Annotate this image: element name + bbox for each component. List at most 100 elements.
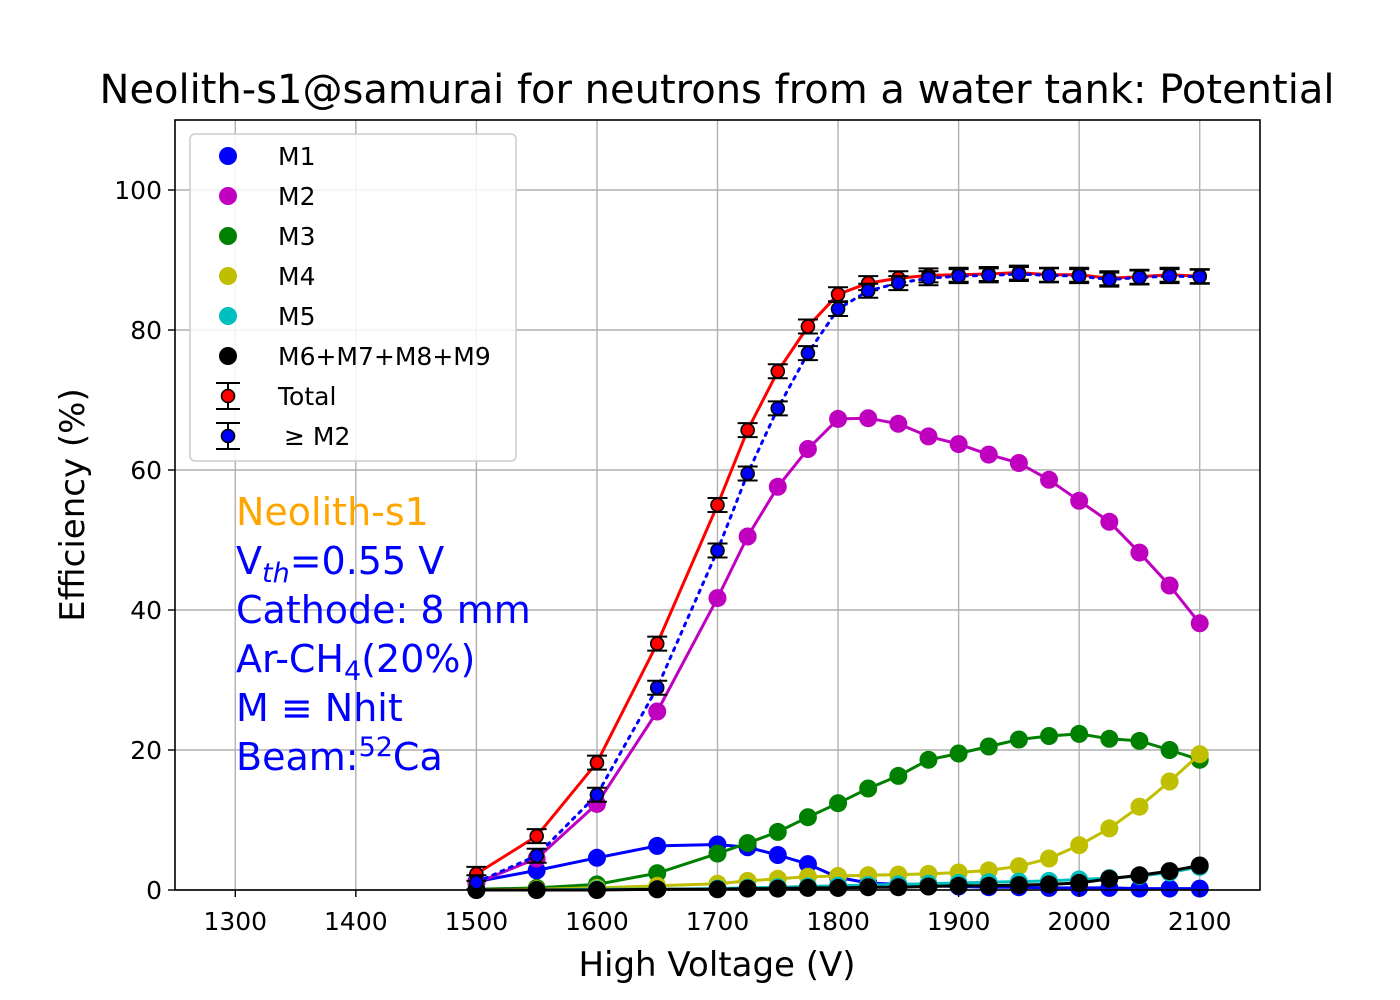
data-point: [829, 794, 848, 813]
annotation-gas-rest: (20%): [361, 637, 475, 681]
legend-box: [189, 133, 517, 462]
data-point: [1071, 268, 1087, 284]
legend-item: M3: [219, 222, 315, 251]
data-point: [891, 275, 906, 291]
x-axis-label: High Voltage (V): [578, 945, 855, 985]
data-point: [859, 878, 878, 897]
data-point: [770, 401, 786, 416]
legend-marker: [219, 227, 237, 245]
data-point: [921, 270, 936, 286]
data-point: [1041, 268, 1057, 283]
x-tick-label: 1300: [203, 907, 267, 936]
data-point: [1190, 856, 1209, 875]
data-point: [589, 755, 605, 770]
data-point: [830, 286, 846, 302]
data-point: [1100, 819, 1119, 838]
data-point: [1160, 741, 1179, 759]
annotation-threshold-value: =0.55 V: [290, 539, 445, 583]
legend-marker: [219, 147, 237, 165]
legend-marker: [219, 187, 237, 205]
data-point: [710, 497, 725, 513]
data-point: [979, 445, 998, 464]
data-point: [1162, 268, 1177, 284]
data-point: [889, 878, 908, 897]
y-tick-label: 80: [130, 316, 162, 345]
data-point: [1070, 836, 1089, 855]
data-point: [1130, 543, 1149, 562]
annotation-beam-rest: Ca: [393, 735, 443, 779]
data-point: [979, 876, 998, 895]
series-7: [466, 266, 1210, 891]
chart-title: Neolith-s1@samurai for neutrons from a w…: [100, 67, 1335, 113]
x-tick-label: 1900: [927, 907, 991, 936]
detector-annotation: Neolith-s1 Vth=0.55 V Cathode: 8 mm Ar-C…: [236, 490, 531, 779]
legend-label: M4: [278, 262, 315, 291]
data-point: [738, 527, 757, 546]
data-point: [1040, 875, 1059, 894]
x-tick-label: 2000: [1047, 907, 1111, 936]
legend-marker: [219, 307, 237, 325]
data-point: [1190, 745, 1209, 764]
data-point: [738, 879, 757, 898]
data-point: [587, 848, 606, 867]
data-point: [1160, 879, 1179, 898]
y-tick-label: 20: [130, 736, 162, 765]
data-point: [1009, 876, 1028, 895]
data-point: [919, 877, 938, 896]
annotation-gas: Ar-CH4(20%): [236, 637, 475, 687]
data-point: [798, 808, 817, 827]
x-tick-label: 1800: [806, 907, 870, 936]
data-point: [770, 363, 786, 379]
data-point: [951, 268, 966, 284]
data-point: [649, 680, 665, 696]
data-point: [800, 345, 816, 361]
data-point: [708, 844, 727, 863]
data-point: [1070, 724, 1089, 743]
data-point: [1190, 614, 1209, 633]
legend-label: ≥ M2: [284, 422, 350, 451]
data-point: [648, 702, 667, 721]
annotation-beam-base: Beam:: [236, 735, 359, 779]
x-tick-label: 1500: [445, 907, 509, 936]
data-point: [768, 879, 787, 898]
data-point: [1190, 879, 1209, 898]
data-point: [1130, 879, 1149, 898]
data-point: [979, 737, 998, 756]
data-point: [469, 874, 484, 890]
annotation-beam-superscript: 52: [359, 732, 393, 763]
legend-item: Total: [216, 382, 336, 411]
annotation-beam: Beam:52Ca: [236, 732, 443, 779]
data-point: [829, 878, 848, 897]
data-point: [589, 787, 605, 803]
data-point: [768, 477, 787, 496]
y-tick-label: 40: [130, 596, 162, 625]
data-point: [1130, 797, 1149, 816]
legend-label: M6+M7+M8+M9: [278, 342, 491, 371]
data-point: [708, 589, 727, 608]
data-point: [1040, 727, 1059, 745]
data-point: [1100, 512, 1119, 531]
legend-marker: [219, 267, 237, 285]
legend-marker: [220, 388, 236, 404]
annotation-threshold-subscript: th: [262, 558, 290, 589]
data-point: [1102, 272, 1117, 287]
data-point: [1130, 866, 1149, 885]
data-point: [1009, 857, 1028, 876]
legend-label: Total: [277, 382, 336, 411]
data-point: [1192, 269, 1208, 285]
data-point: [889, 766, 908, 785]
data-point: [798, 440, 817, 458]
data-point: [949, 744, 968, 763]
legend-item: ≥ M2: [216, 422, 350, 451]
y-tick-label: 60: [130, 456, 162, 485]
data-point: [529, 848, 544, 864]
data-point: [648, 864, 667, 883]
data-point: [1070, 491, 1089, 510]
annotation-gas-base: Ar-CH: [236, 637, 344, 681]
data-point: [1009, 730, 1028, 749]
legend-item: M5: [219, 302, 315, 331]
data-point: [649, 636, 665, 651]
data-point: [768, 822, 787, 841]
legend-marker: [219, 347, 237, 365]
